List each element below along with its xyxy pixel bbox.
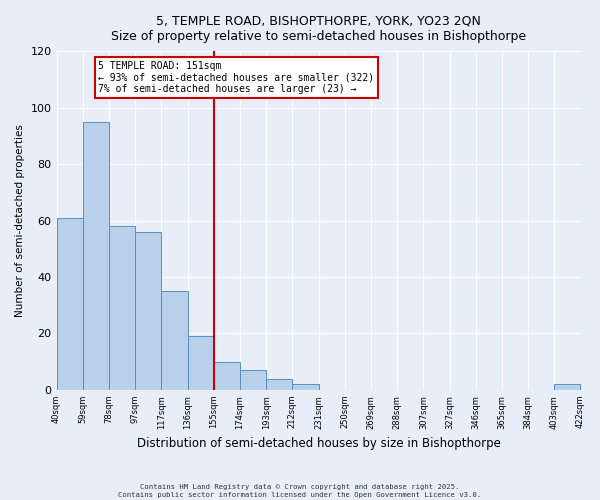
Bar [188, 336, 214, 390]
Bar [214, 362, 240, 390]
Bar [56, 218, 83, 390]
Text: Contains HM Land Registry data © Crown copyright and database right 2025.
Contai: Contains HM Land Registry data © Crown c… [118, 484, 482, 498]
Bar [161, 291, 188, 390]
Text: 5 TEMPLE ROAD: 151sqm
← 93% of semi-detached houses are smaller (322)
7% of semi: 5 TEMPLE ROAD: 151sqm ← 93% of semi-deta… [98, 62, 374, 94]
Bar [554, 384, 580, 390]
Title: 5, TEMPLE ROAD, BISHOPTHORPE, YORK, YO23 2QN
Size of property relative to semi-d: 5, TEMPLE ROAD, BISHOPTHORPE, YORK, YO23… [111, 15, 526, 43]
Bar [292, 384, 319, 390]
Bar [109, 226, 135, 390]
Bar [83, 122, 109, 390]
Bar [135, 232, 161, 390]
Y-axis label: Number of semi-detached properties: Number of semi-detached properties [15, 124, 25, 317]
Bar [240, 370, 266, 390]
Bar [266, 378, 292, 390]
X-axis label: Distribution of semi-detached houses by size in Bishopthorpe: Distribution of semi-detached houses by … [137, 437, 500, 450]
